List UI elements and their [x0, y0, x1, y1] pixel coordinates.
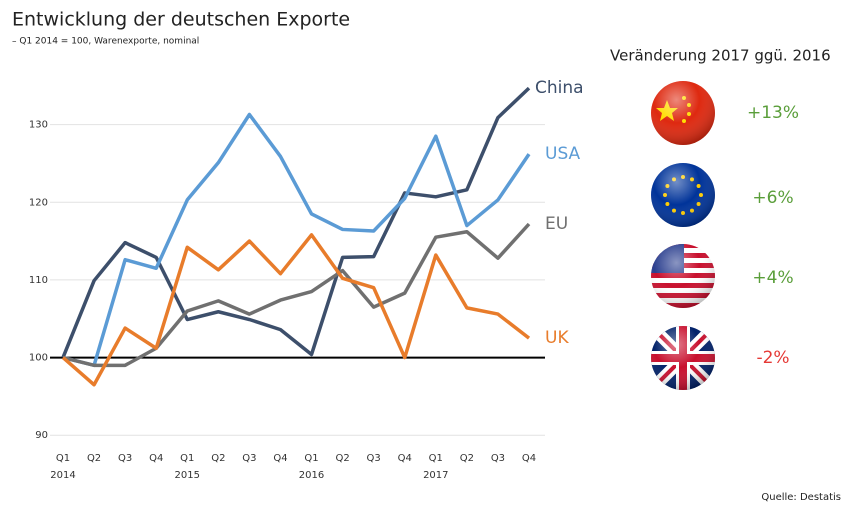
x-group-label: 2014: [50, 470, 75, 481]
y-tick-label: 90: [35, 430, 48, 441]
x-tick-label: Q1: [304, 453, 318, 464]
x-group-label: 2016: [299, 470, 324, 481]
y-tick-label: 110: [29, 275, 48, 286]
x-group-label: 2015: [175, 470, 200, 481]
x-tick-label: Q1: [180, 453, 194, 464]
change-value: +4%: [752, 268, 793, 288]
y-tick-label: 120: [29, 197, 48, 208]
y-tick-label: 100: [29, 353, 48, 364]
series-line: [62, 112, 531, 368]
x-tick-label: Q4: [273, 453, 287, 464]
x-tick-label: Q4: [522, 453, 536, 464]
chart-title: Entwicklung der deutschen Exporte: [12, 9, 350, 31]
series-label: China: [535, 78, 584, 98]
x-tick-label: Q3: [491, 453, 505, 464]
x-tick-label: Q3: [367, 453, 381, 464]
flag-uk: [651, 326, 715, 390]
x-tick-label: Q2: [460, 453, 474, 464]
series-label: EU: [545, 214, 568, 234]
series-line: [62, 222, 531, 368]
x-tick-label: Q2: [211, 453, 225, 464]
x-tick-label: Q2: [87, 453, 101, 464]
source: Quelle: Destatis: [761, 492, 841, 503]
change-value: -2%: [756, 348, 789, 368]
flag-china: [651, 81, 715, 145]
chart-subtitle: – Q1 2014 = 100, Warenexporte, nominal: [12, 37, 199, 47]
x-tick-label: Q1: [429, 453, 443, 464]
flag-usa: [651, 244, 715, 308]
panel-title: Veränderung 2017 ggü. 2016: [610, 47, 831, 65]
y-tick-label: 130: [29, 120, 48, 131]
x-tick-label: Q4: [149, 453, 163, 464]
x-group-label: 2017: [423, 470, 448, 481]
x-tick-label: Q2: [335, 453, 349, 464]
series-label: UK: [545, 328, 569, 348]
x-tick-label: Q1: [56, 453, 70, 464]
series-line: [61, 86, 531, 359]
flag-eu: [651, 163, 715, 227]
change-value: +6%: [752, 188, 793, 208]
x-tick-label: Q3: [242, 453, 256, 464]
series-line: [61, 233, 531, 387]
x-tick-label: Q4: [398, 453, 412, 464]
x-tick-label: Q3: [118, 453, 132, 464]
series-label: USA: [545, 144, 581, 164]
change-value: +13%: [747, 103, 799, 123]
